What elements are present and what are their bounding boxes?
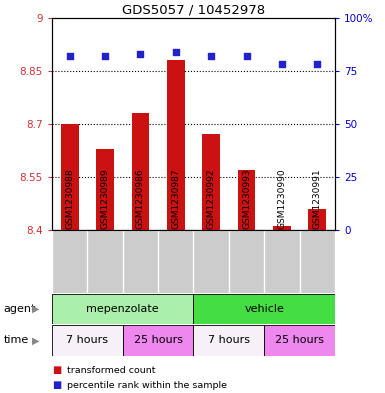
Text: ▶: ▶ [32, 335, 39, 345]
Bar [193, 325, 264, 356]
Bar [238, 170, 255, 230]
Bar [123, 325, 193, 356]
Point [137, 51, 144, 57]
Bar [167, 60, 185, 230]
Bar [96, 149, 114, 230]
Text: agent: agent [4, 304, 36, 314]
Bar [61, 124, 79, 230]
Bar [193, 294, 335, 324]
Text: 7 hours: 7 hours [66, 335, 108, 345]
Text: percentile rank within the sample: percentile rank within the sample [67, 381, 227, 389]
Bar [308, 209, 326, 230]
Point [208, 53, 214, 59]
Title: GDS5057 / 10452978: GDS5057 / 10452978 [122, 4, 265, 17]
Point [173, 48, 179, 55]
Bar [52, 325, 123, 356]
Text: ▶: ▶ [32, 304, 39, 314]
Point [243, 53, 249, 59]
Text: transformed count: transformed count [67, 366, 155, 375]
Text: 25 hours: 25 hours [134, 335, 182, 345]
Point [314, 61, 320, 68]
Point [102, 53, 108, 59]
Text: ■: ■ [52, 365, 61, 375]
Text: time: time [4, 335, 29, 345]
Text: ■: ■ [52, 380, 61, 390]
Point [279, 61, 285, 68]
Text: 7 hours: 7 hours [208, 335, 250, 345]
Text: mepenzolate: mepenzolate [86, 304, 159, 314]
Text: 25 hours: 25 hours [275, 335, 324, 345]
Bar [52, 294, 193, 324]
Bar [264, 325, 335, 356]
Bar [132, 113, 149, 230]
Text: vehicle: vehicle [244, 304, 284, 314]
Point [67, 53, 73, 59]
Bar [202, 134, 220, 230]
Bar [273, 226, 291, 230]
